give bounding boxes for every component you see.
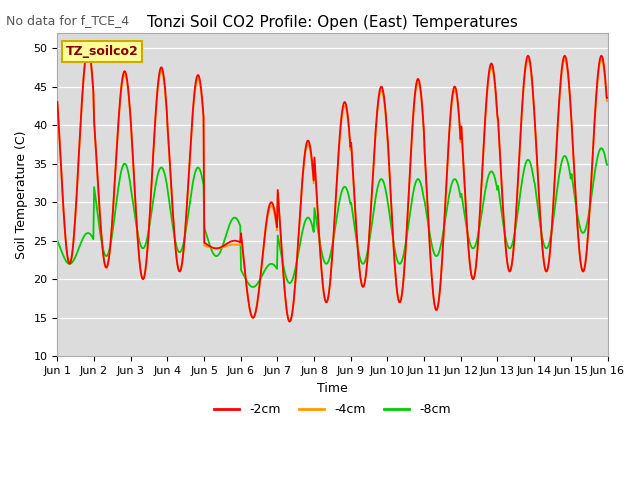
Y-axis label: Soil Temperature (C): Soil Temperature (C)	[15, 130, 28, 259]
Text: No data for f_TCE_4: No data for f_TCE_4	[6, 14, 129, 27]
X-axis label: Time: Time	[317, 382, 348, 395]
Legend: -2cm, -4cm, -8cm: -2cm, -4cm, -8cm	[209, 398, 456, 421]
Text: TZ_soilco2: TZ_soilco2	[66, 45, 138, 58]
Title: Tonzi Soil CO2 Profile: Open (East) Temperatures: Tonzi Soil CO2 Profile: Open (East) Temp…	[147, 15, 518, 30]
